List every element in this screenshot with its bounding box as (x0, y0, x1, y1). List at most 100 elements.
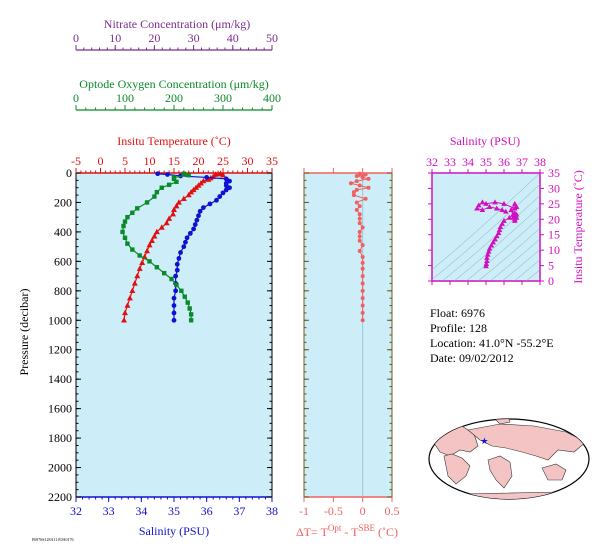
temperature-point (173, 202, 180, 209)
oxygen-point (171, 176, 177, 182)
salinity-tick-label: 38 (266, 504, 278, 518)
oxygen-point (181, 171, 186, 176)
ts-point (483, 261, 490, 267)
isopycnal-line (465, 217, 540, 281)
delta-t-point (360, 318, 365, 323)
ts-point (499, 207, 505, 213)
isopycnal-line (432, 173, 540, 271)
delta-t-point (360, 288, 365, 293)
pressure-tick-label: 1000 (48, 313, 72, 327)
ts-x-tick-label: 35 (480, 155, 492, 169)
salinity-tick-label: 33 (103, 504, 115, 518)
salinity-tick-label: 35 (168, 504, 180, 518)
delta-t-point (360, 243, 365, 248)
delta-t-point (360, 303, 365, 308)
temperature-tick-label: 35 (266, 154, 278, 168)
oxygen-point (188, 312, 194, 317)
temperature-point (185, 191, 192, 198)
salinity-point (171, 310, 177, 316)
temperature-point (144, 247, 151, 254)
oxygen-axis-title: Optode Oxygen Concentration (μm/kg) (79, 77, 268, 91)
ts-point (486, 203, 493, 209)
oxygen-point (121, 223, 126, 229)
isopycnal-line (441, 195, 540, 281)
nitrate-tick-label: 50 (266, 31, 278, 45)
date: Date: 09/02/2012 (430, 351, 514, 365)
oxygen-tick-label: 200 (165, 91, 183, 105)
isopycnal-line (453, 206, 540, 281)
oxygen-point (122, 219, 128, 224)
main-plot-area (75, 172, 273, 498)
oxygen-point (188, 318, 194, 323)
delta-tick-label: -1 (299, 504, 309, 518)
ts-point (503, 208, 509, 214)
profile-number: Profile: 128 (430, 321, 487, 335)
ts-point (484, 254, 490, 260)
temperature-point (151, 233, 158, 239)
salinity-point (217, 194, 223, 199)
salinity-axis-title: Salinity (PSU) (139, 524, 209, 538)
delta-t-point (360, 225, 365, 230)
oxygen-point (144, 200, 150, 205)
delta-t-point (357, 171, 362, 176)
oxygen-point (120, 229, 125, 235)
oxygen-point (147, 259, 152, 264)
delta-tick-label: 0 (360, 504, 366, 518)
float-info-box: Float: 6976 Profile: 128 Location: 41.0°… (430, 306, 554, 366)
salinity-point (197, 208, 203, 214)
ts-point (495, 230, 502, 236)
delta-t-point (354, 207, 359, 212)
nitrate-tick-label: 40 (227, 31, 239, 45)
delta-t-point (363, 196, 368, 201)
ts-point (508, 207, 514, 213)
salinity-point (201, 205, 206, 211)
ts-x-tick-label: 37 (516, 155, 528, 169)
map-landmass (443, 453, 471, 485)
salinity-point (220, 190, 226, 196)
oxygen-point (174, 282, 179, 288)
oxygen-point (135, 206, 140, 211)
salinity-tick-label: 34 (135, 504, 147, 518)
salinity-tick-label: 32 (70, 504, 82, 518)
delta-t-point (357, 249, 362, 254)
oxygen-point (179, 288, 184, 294)
salinity-tick-label: 37 (233, 504, 245, 518)
world-map: ★ (428, 418, 590, 500)
salinity-point (204, 175, 210, 180)
salinity-point (194, 217, 200, 223)
location: Location: 41.0°N -55.2°E (430, 336, 554, 350)
temperature-point (158, 224, 165, 230)
oxygen-point (169, 276, 174, 282)
nitrate-tick-label: 20 (148, 31, 160, 45)
delta-t-point (360, 296, 365, 301)
map-landmass (531, 419, 561, 421)
salinity-point (181, 244, 187, 250)
oxygen-point (185, 300, 190, 305)
ts-point (474, 205, 480, 211)
ts-salinity-title: Salinity (PSU) (450, 134, 520, 148)
ts-point (501, 200, 507, 206)
salinity-tick-label: 36 (201, 504, 213, 518)
ts-point (485, 251, 491, 257)
delta-t-point (366, 176, 371, 181)
pressure-tick-label: 600 (54, 254, 72, 268)
ts-point (494, 205, 500, 211)
oxygen-point (182, 294, 187, 299)
salinity-point (165, 172, 170, 177)
salinity-point (171, 295, 177, 301)
delta-plot-area (303, 172, 393, 498)
pressure-tick-label: 200 (54, 195, 72, 209)
temperature-point (163, 219, 170, 226)
temperature-point (129, 287, 136, 294)
footer-code: F6976S128A11.E0A0176 (32, 537, 74, 542)
oxygen-tick-label: 0 (73, 91, 79, 105)
nitrate-tick-label: 10 (109, 31, 121, 45)
delta-t-point (360, 281, 365, 286)
delta-t-point (354, 173, 359, 178)
delta-t-point (354, 187, 359, 192)
isopycnal-line (489, 238, 540, 281)
ts-point (484, 257, 490, 263)
map-landmass (541, 463, 567, 481)
